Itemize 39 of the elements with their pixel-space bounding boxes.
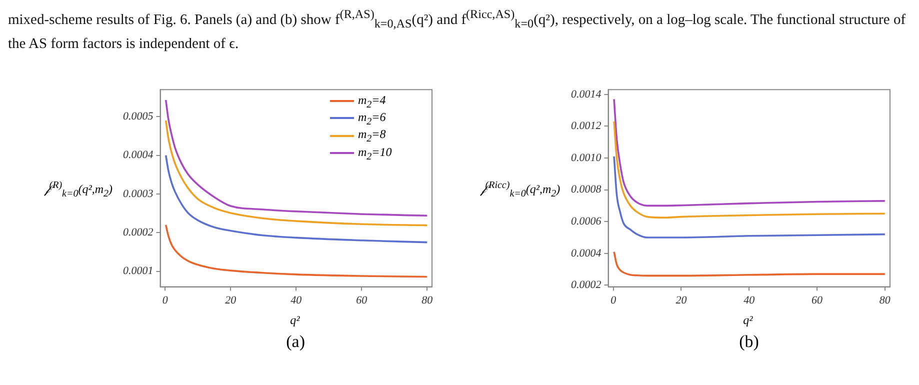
x-tick-label: 40 [744, 294, 756, 306]
text: (a) [286, 332, 305, 352]
legend-label: m$_{2}$=10 [357, 144, 392, 164]
y-tick-label: 0.0002 [571, 279, 602, 292]
line-series [164, 120, 428, 226]
x-tick-label: 20 [225, 294, 237, 306]
y-tick-label: 0.0012 [571, 120, 602, 132]
x-tick-label: 40 [290, 294, 302, 306]
x-tick-label: 60 [812, 294, 824, 306]
line-series [613, 120, 886, 219]
text: (b) [739, 332, 759, 352]
y-tick-label: 0.0004 [571, 247, 602, 260]
y-tick-label: 0.0001 [123, 265, 154, 278]
y-tick-label: 0.0014 [571, 88, 602, 100]
legend-label: m$_{2}$=4 [357, 92, 387, 111]
line-series [613, 98, 886, 207]
legend-label: m$_{2}$=8 [357, 127, 387, 146]
text: mixed-scheme results of Fig. 6. Panels (a) and (b) show f$^{(R,AS)}$$_{k=0,AS}$(q²) and f$^{(Ricc,AS)}$$_{k=0}$(q²), respectively, on a log–log scale. The functional structure of the AS form factors is independent of ϵ. [8, 7, 906, 52]
y-tick-label: 0.0002 [123, 226, 154, 239]
y-tick-label: 0.0010 [571, 152, 602, 164]
x-tick-label: 60 [356, 294, 368, 306]
y-tick-label: 0.0003 [123, 188, 154, 200]
y-tick-label: 0.0008 [571, 184, 602, 196]
x-tick-label: 0 [610, 294, 617, 306]
x-tick-label: 0 [162, 294, 168, 306]
line-series [164, 224, 428, 278]
y-tick-label: 0.0006 [571, 215, 602, 228]
line-series [613, 250, 886, 277]
x-axis-title: q² [290, 312, 300, 328]
x-tick-label: 20 [676, 294, 688, 306]
x-axis-title: q² [743, 312, 753, 328]
line-series [613, 155, 886, 238]
legend-label: m$_{2}$=6 [357, 110, 387, 128]
y-axis-title: 𝒻$^{(Ricc)}$$_{k=0}$(q²,m$_{2}$) [480, 180, 560, 200]
x-tick-label: 80 [879, 294, 891, 306]
y-tick-label: 0.0004 [123, 149, 154, 162]
y-tick-label: 0.0005 [123, 110, 154, 123]
x-tick-label: 80 [422, 294, 434, 306]
y-axis-title: 𝒻$^{(R)}$$_{k=0}$(q²,m$_{2}$) [44, 180, 112, 200]
